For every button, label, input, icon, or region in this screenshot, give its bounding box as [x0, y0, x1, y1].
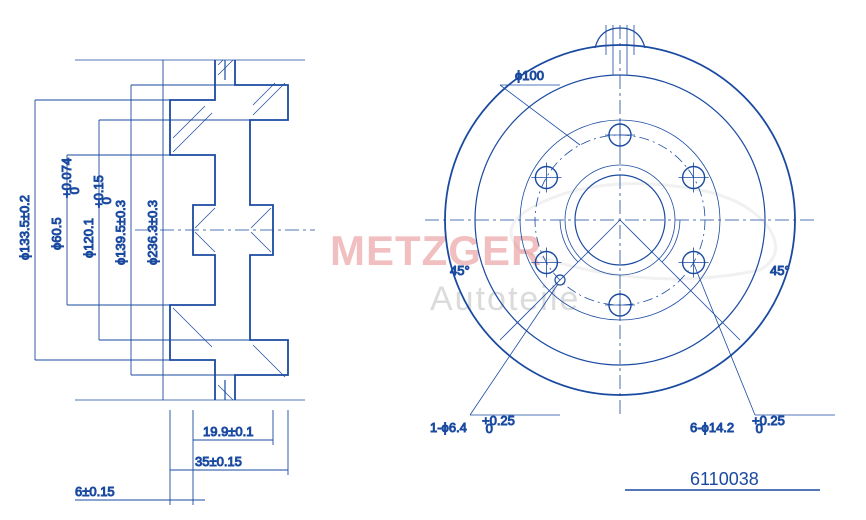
- tol-dia60: +0.074 0: [59, 158, 82, 198]
- technical-drawing: METZGER Autoteile: [0, 0, 866, 520]
- dim-dia100: ϕ100: [515, 68, 544, 83]
- dim-dia60: ϕ60.5: [49, 217, 64, 250]
- dim-dia120: ϕ120.1: [81, 218, 96, 258]
- dim-hole-sm: 1-ϕ6.4: [430, 420, 467, 435]
- tol-hole-bg: +0.25 0: [752, 413, 785, 436]
- dim-ang45-l: 45°: [450, 263, 470, 278]
- dim-dia139: ϕ139.5±0.3: [113, 200, 128, 265]
- part-number: 6110038: [690, 469, 759, 489]
- tol-dia120: +0.15 0: [91, 175, 114, 208]
- dim-dia236: ϕ236.3±0.3: [145, 200, 160, 265]
- section-view: ϕ133.5±0.2 ϕ60.5 +0.074 0 ϕ120.1 +0.15 0…: [17, 60, 315, 505]
- dim-35: 35±0.15: [195, 454, 242, 469]
- watermark-brand: METZGER: [330, 227, 542, 274]
- dim-ang45-r: 45°: [770, 263, 790, 278]
- dim-hole-bg: 6-ϕ14.2: [690, 420, 734, 435]
- dim-19: 19.9±0.1: [203, 424, 254, 439]
- watermark: METZGER Autoteile: [330, 184, 776, 318]
- dim-dia133: ϕ133.5±0.2: [17, 195, 32, 260]
- dim-6: 6±0.15: [75, 484, 115, 499]
- watermark-sub: Autoteile: [430, 280, 580, 318]
- tol-hole-sm: +0.25 0: [482, 413, 515, 436]
